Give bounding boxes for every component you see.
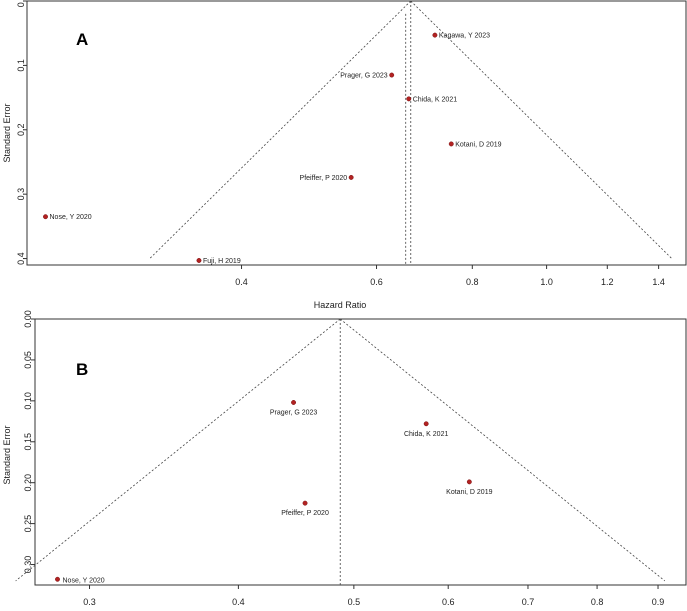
funnel-right-boundary	[410, 0, 673, 259]
study-point	[406, 96, 412, 102]
study-point	[291, 400, 297, 405]
x-tick-label: 0.6	[370, 277, 383, 287]
study-point	[348, 174, 354, 180]
y-tick-label: 0.25	[23, 515, 33, 533]
y-tick-label: 0.0	[16, 0, 26, 7]
y-tick-label: 0.15	[23, 433, 33, 451]
x-tick-label: 1.0	[540, 277, 553, 287]
y-tick-label: 0.3	[16, 188, 26, 201]
y-tick-label: 0.30	[23, 556, 33, 574]
study-point	[423, 421, 429, 427]
study-point	[448, 141, 454, 147]
y-tick-label: 0.1	[16, 59, 26, 72]
x-tick-label: 0.4	[232, 597, 245, 607]
panel-b-plot: B Standard Error 0.3 0.4 0.5 0.6 0.7 0.8 0.9 0.…	[2, 310, 687, 607]
study-point-label: Kotani, D 2019	[455, 141, 501, 148]
study-point-label: Pfeiffer, P 2020	[300, 175, 348, 182]
x-tick-label: 0.4	[235, 277, 248, 287]
panel-b-y-axis-label: Standard Error	[2, 425, 12, 484]
x-tick-label: 0.8	[466, 277, 479, 287]
x-tick-label: 0.3	[83, 597, 96, 607]
study-point-label: Chida, K 2021	[404, 431, 448, 438]
x-tick-label: 0.7	[522, 597, 535, 607]
y-tick-label: 0.4	[16, 252, 26, 265]
funnel-left-boundary	[15, 318, 341, 582]
y-tick-label: 0.00	[23, 310, 33, 328]
x-tick-label: 1.4	[652, 277, 665, 287]
panel-a-label: A	[76, 30, 88, 49]
x-tick-label: 0.9	[652, 597, 665, 607]
study-point	[55, 576, 60, 582]
funnel-left-boundary	[149, 0, 412, 259]
panel-a-y-axis-label: Standard Error	[2, 103, 12, 162]
study-point-label: Fuji, H 2019	[203, 258, 241, 265]
study-point-label: Pfeiffer, P 2020	[281, 510, 329, 517]
study-point-label: Nose, Y 2020	[50, 214, 92, 221]
x-tick-label: 0.8	[591, 597, 604, 607]
panel-a-plot-frame	[26, 0, 687, 266]
x-tick-label: 0.6	[442, 597, 455, 607]
study-point-label: Kagawa, Y 2023	[439, 33, 490, 40]
study-point	[302, 500, 308, 506]
y-tick-label: 0.10	[23, 392, 33, 410]
y-tick-label: 0.05	[23, 351, 33, 369]
study-point	[432, 32, 438, 38]
study-point-label: Chida, K 2021	[413, 96, 457, 103]
y-tick-label: 0.20	[23, 474, 33, 492]
panel-a-plot: A Hazard Ratio Standard Error 0.4 0.6 0.8 1…	[2, 0, 687, 310]
study-point-label: Kotani, D 2019	[446, 489, 492, 496]
study-point-label: Nose, Y 2020	[63, 577, 105, 584]
study-point-label: Prager, G 2023	[270, 409, 318, 416]
panel-a-x-axis-label: Hazard Ratio	[314, 300, 367, 310]
panel-b-plot-frame	[34, 318, 687, 586]
x-tick-label: 0.5	[348, 597, 361, 607]
study-point	[466, 479, 472, 485]
x-tick-label: 1.2	[601, 277, 614, 287]
y-tick-label: 0.2	[16, 124, 26, 137]
funnel-right-boundary	[339, 318, 666, 582]
study-point	[389, 72, 395, 78]
study-point	[196, 258, 202, 263]
study-point	[43, 214, 48, 220]
panel-b-label: B	[76, 360, 88, 379]
study-point-label: Prager, G 2023	[340, 73, 388, 80]
